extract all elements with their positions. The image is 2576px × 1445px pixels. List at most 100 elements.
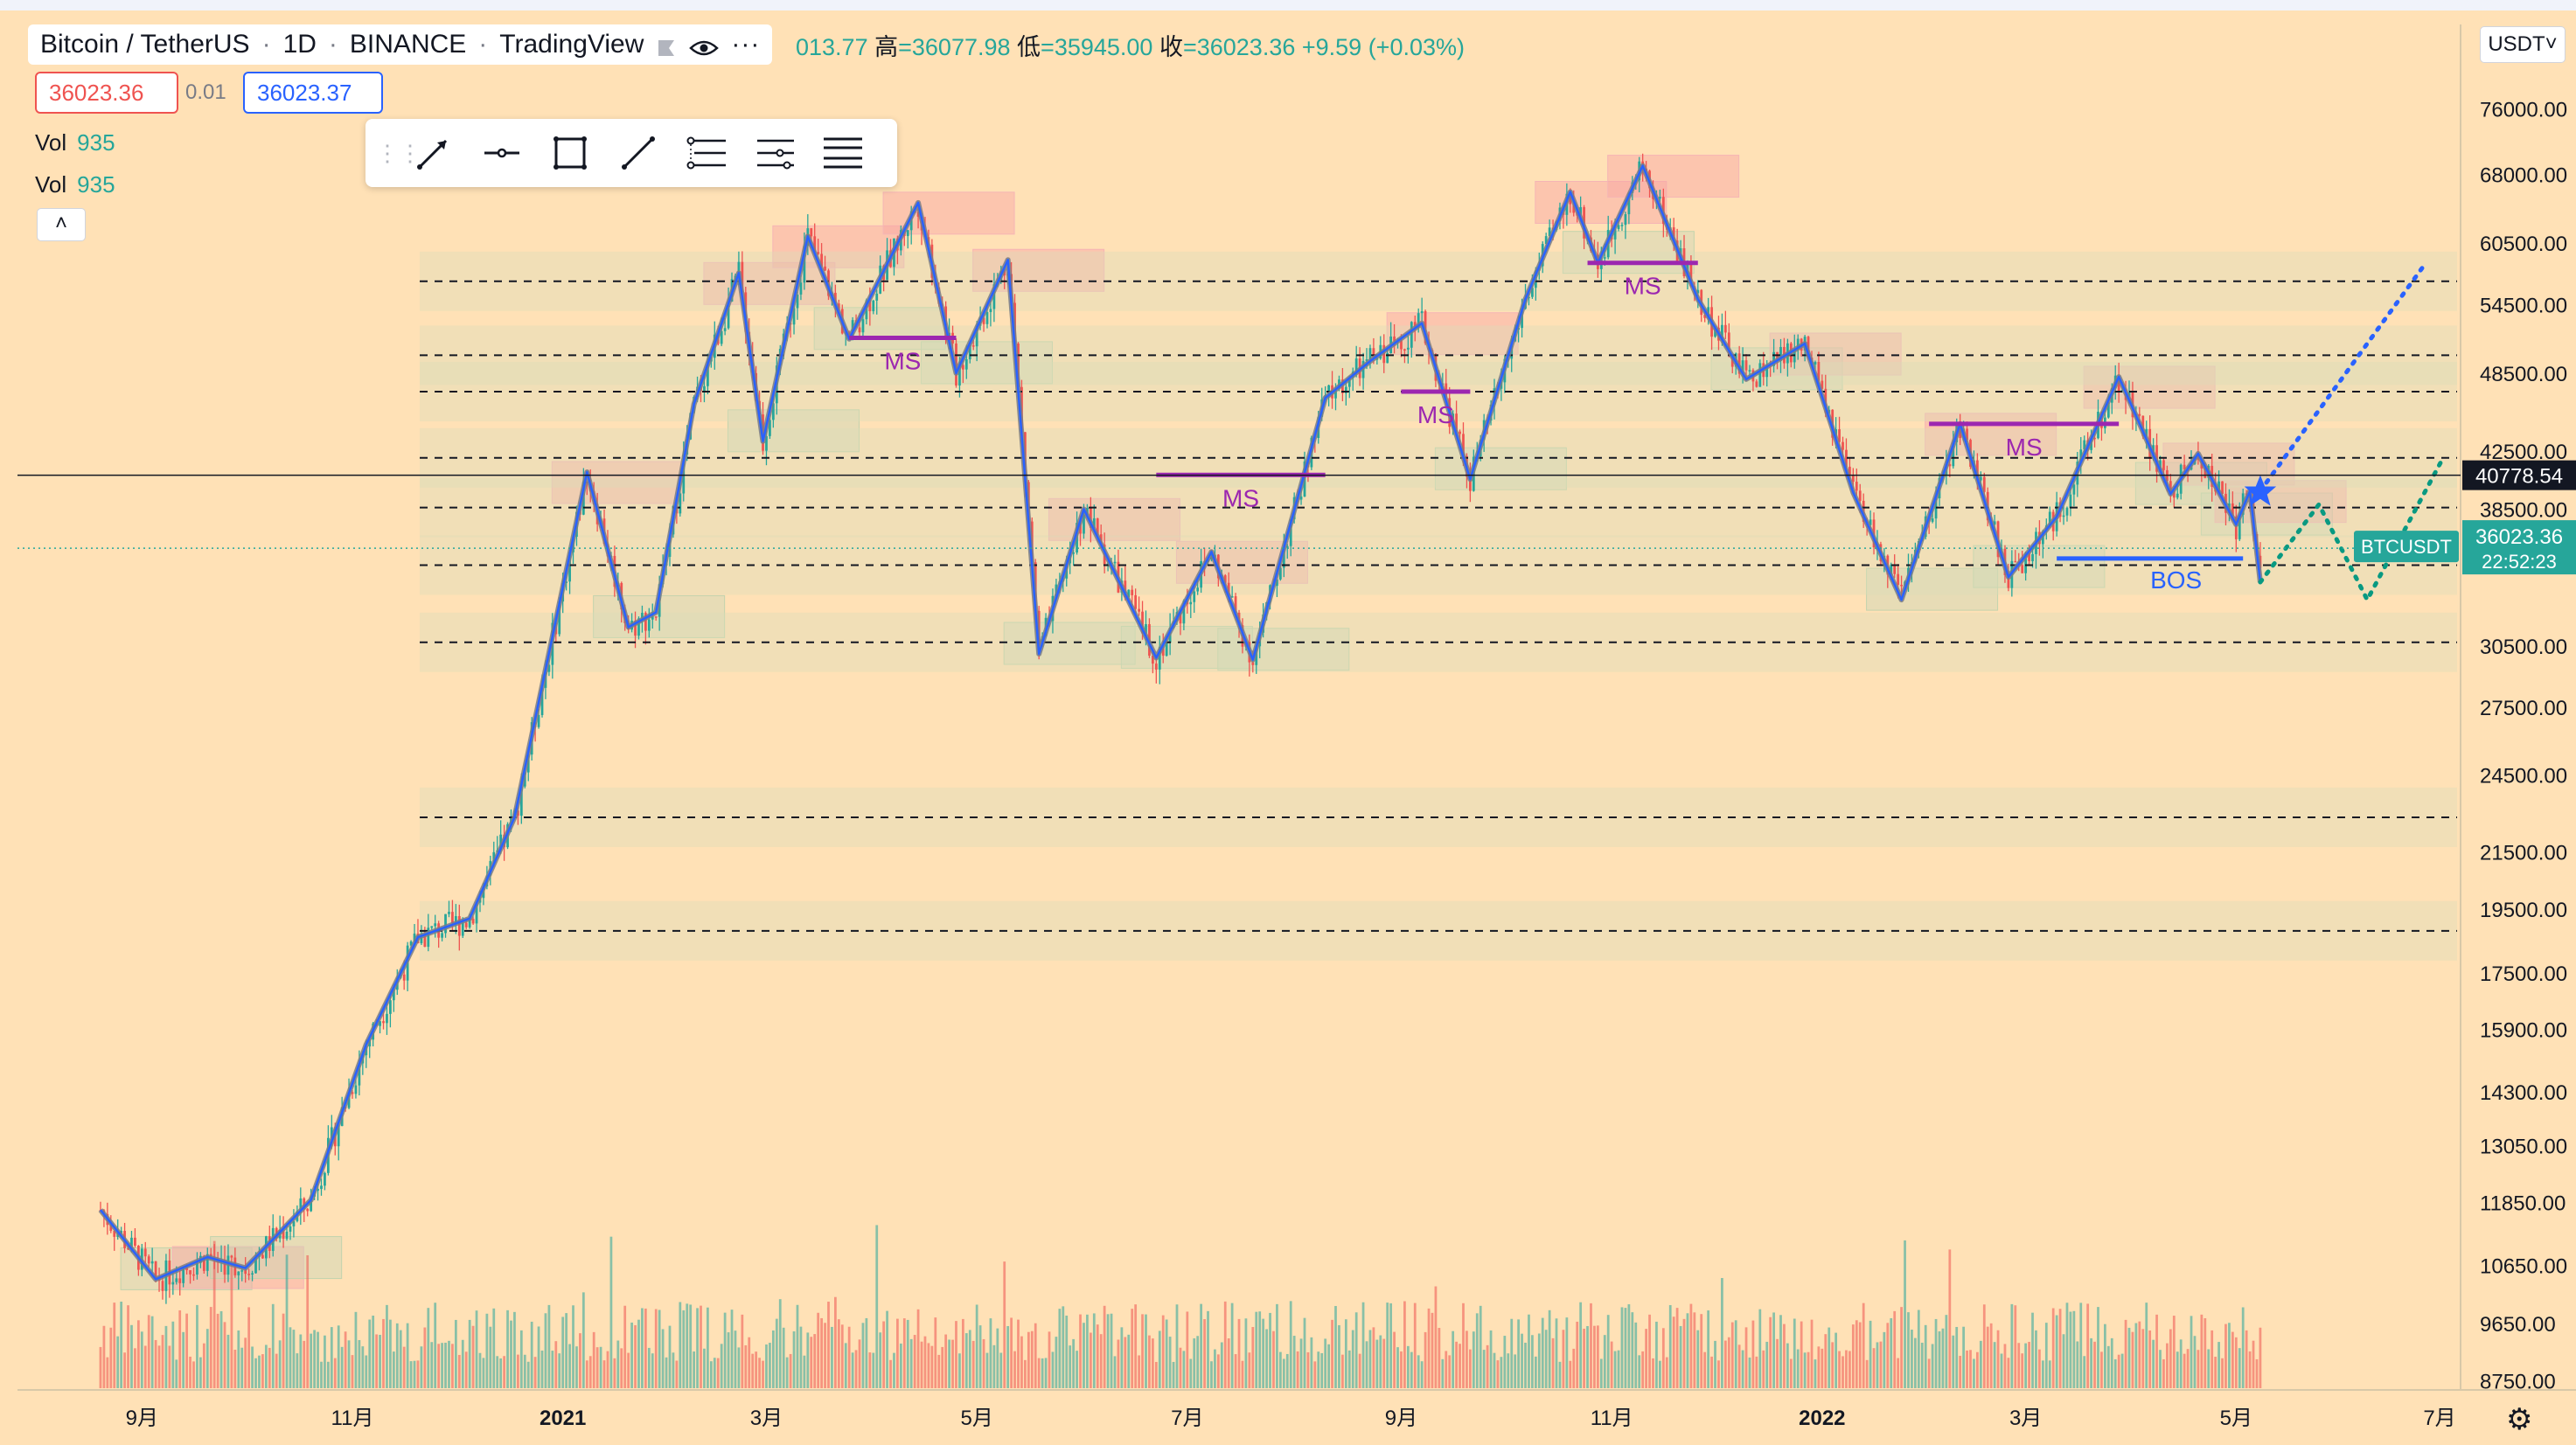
price-axis[interactable]: 76000.00 68000.00 60500.00 54500.00 48500.00… [2354, 99, 2576, 1394]
volume-bar [402, 1346, 406, 1388]
volume-bar [1541, 1317, 1544, 1388]
volume-bar [1865, 1359, 1869, 1388]
supply-zone[interactable] [703, 261, 836, 305]
supply-zone[interactable] [772, 225, 905, 268]
demand-zone[interactable] [920, 341, 1053, 385]
symbol-name[interactable]: Bitcoin / TetherUS [40, 30, 250, 59]
volume-bar [395, 1323, 399, 1388]
volume-bar [1565, 1317, 1569, 1388]
demand-zone[interactable] [813, 307, 946, 351]
gear-icon[interactable]: ⚙ [2506, 1403, 2533, 1436]
volume-indicator-1[interactable]: Vol 935 [35, 129, 115, 156]
volume-bar [996, 1328, 999, 1388]
volume-bar [1599, 1358, 1603, 1388]
volume-bar [817, 1312, 820, 1388]
volume-bar [2214, 1357, 2217, 1388]
demand-zone[interactable] [1434, 447, 1567, 490]
demand-zone[interactable] [1003, 622, 1136, 665]
candle-body [109, 1225, 113, 1231]
sell-button[interactable]: 36023.36 [35, 72, 178, 114]
star-icon[interactable] [2244, 475, 2277, 506]
horizontal-ray-icon[interactable] [474, 125, 530, 181]
candle-body [813, 236, 817, 253]
volume-bar [1569, 1360, 1572, 1388]
volume-bar [333, 1358, 337, 1388]
grip-icon[interactable]: ⋮⋮ [376, 139, 421, 166]
demand-zone[interactable] [728, 409, 860, 453]
candle-body [330, 1127, 333, 1138]
buy-button[interactable]: 36023.37 [243, 72, 383, 114]
arrow-line-icon[interactable] [406, 125, 462, 181]
volume-bar [1934, 1318, 1938, 1388]
candle-body [130, 1237, 133, 1249]
currency-selector[interactable]: USDT˅ [2480, 26, 2566, 63]
volume-bar [875, 1225, 879, 1388]
projection-down-line[interactable] [2258, 455, 2446, 605]
volume-bar [1099, 1334, 1103, 1388]
eye-icon[interactable] [689, 35, 720, 56]
fib-retracement-icon[interactable] [679, 125, 735, 181]
volume-bar [2210, 1330, 2214, 1388]
candle-body [292, 1220, 296, 1226]
more-icon[interactable]: ··· [731, 30, 761, 59]
supply-zone[interactable] [551, 461, 684, 504]
candle-body [1703, 315, 1707, 318]
candle-body [1152, 656, 1154, 664]
volume-bar [1758, 1309, 1762, 1388]
volume-bar [896, 1318, 899, 1388]
parallel-channel-icon[interactable] [747, 125, 803, 181]
projection-up-line[interactable] [2258, 261, 2428, 494]
supply-zone[interactable] [1535, 180, 1667, 224]
candle-body [1455, 413, 1458, 432]
volume-bar [258, 1355, 261, 1388]
close-label: 收 [1159, 34, 1183, 60]
volume-bar [264, 1344, 268, 1388]
supply-zone[interactable] [1925, 413, 2057, 456]
volume-bar [975, 1304, 978, 1388]
demand-zone[interactable] [210, 1236, 343, 1280]
currency-label: USDT [2488, 32, 2545, 56]
candle-body [799, 282, 803, 295]
flag-icon[interactable] [656, 35, 677, 56]
drawing-toolbar[interactable]: ⋮⋮ [366, 119, 897, 187]
candle-body [1952, 441, 1955, 467]
high-label: 高 [874, 34, 899, 60]
ticker-tag[interactable] [2354, 531, 2459, 563]
candle-body [2083, 440, 2086, 450]
candle-body [244, 1270, 247, 1275]
volume-bar [537, 1326, 540, 1388]
volume-bar [1989, 1323, 1993, 1388]
menu-lines-icon[interactable] [815, 125, 871, 181]
volume-bar [223, 1322, 226, 1388]
volume-bar [1503, 1336, 1507, 1388]
volume-bar [1216, 1354, 1220, 1388]
interval-label[interactable]: 1D [282, 30, 317, 59]
trend-line-icon[interactable] [610, 125, 666, 181]
time-axis[interactable]: 9月 11月 2021 3月 5月 7月 9月 11月 2022 3月 5月 7月 [126, 1407, 2456, 1430]
volume-bar [1665, 1357, 1668, 1388]
volume-bar [1817, 1346, 1821, 1388]
collapse-indicators-button[interactable]: ˄ [37, 208, 86, 241]
volume-bar [147, 1315, 150, 1388]
symbol-header[interactable]: Bitcoin / TetherUS · 1D · BINANCE · Trad… [28, 24, 773, 65]
candle-body [2093, 437, 2096, 440]
volume-bar [150, 1316, 154, 1388]
supply-zone[interactable] [1048, 497, 1180, 541]
candle-body [134, 1237, 136, 1246]
supply-zone[interactable] [2162, 442, 2295, 486]
demand-zone[interactable] [1217, 628, 1350, 671]
volume-bar [2204, 1317, 2207, 1388]
volume-bar [827, 1302, 830, 1388]
volume-indicator-2[interactable]: Vol 935 [35, 171, 115, 198]
volume-bar [1948, 1249, 1952, 1388]
volume-bar [1438, 1328, 1441, 1388]
volume-bar [1230, 1303, 1234, 1388]
volume-bar [785, 1357, 789, 1388]
supply-zone[interactable] [1607, 155, 1740, 198]
rectangle-icon[interactable] [542, 125, 598, 181]
volume-bar [1310, 1337, 1313, 1388]
volume-bar [2065, 1303, 2069, 1388]
volume-bar [1900, 1307, 1903, 1388]
